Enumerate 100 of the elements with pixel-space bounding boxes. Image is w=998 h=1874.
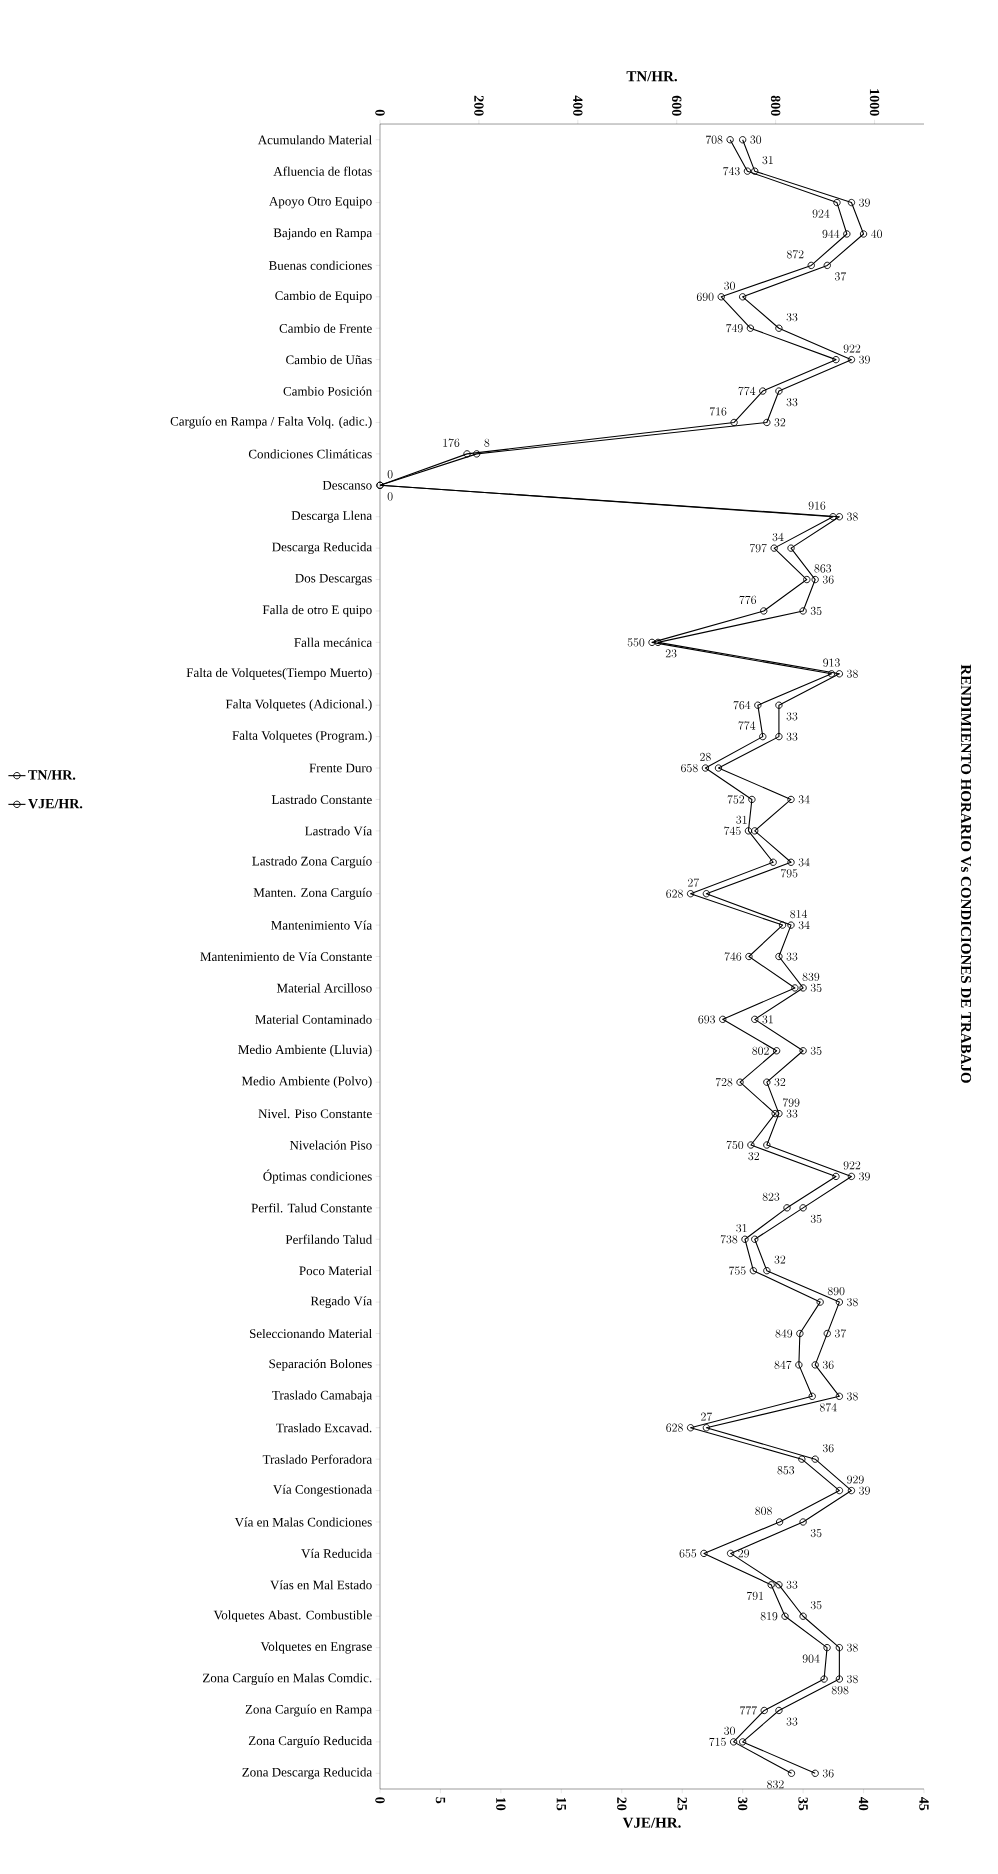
point [787,1769,796,1777]
data-label: 814 [790,909,808,919]
data-label: 795 [781,869,798,878]
point [736,1078,744,1086]
data-label: 655 [679,1549,697,1558]
point [799,1204,807,1212]
y-tick-label: Mantenimiento Vía [271,920,373,930]
y-tick-label: Condiciones Climáticas [248,449,372,459]
y-tick-label: Cambio de Frente [279,323,372,333]
point [823,1643,831,1652]
point [751,1015,759,1023]
data-label: 35 [810,1046,822,1055]
data-label: 38 [847,1674,858,1684]
point [795,1361,803,1369]
y-tick-label: Poco Material [299,1266,372,1276]
y-tick-label: Buenas condiciones [268,260,372,270]
point [763,1267,771,1275]
point [770,544,778,552]
data-label: 839 [802,972,820,981]
y-tick-label: Óptimas condiciones [263,1169,372,1184]
point [799,1047,807,1055]
data-label: 750 [726,1140,744,1150]
data-label: 34 [798,795,810,804]
point [787,921,795,929]
legend-label: TN/HR. [28,770,76,780]
data-label: 708 [705,135,723,144]
point [847,355,856,364]
data-label: 944 [822,229,840,239]
data-label: 33 [786,1109,798,1118]
data-label: 31 [762,155,773,165]
point [775,1706,783,1715]
y-tick-label: Separación Bolones [269,1359,372,1371]
data-label: 746 [724,952,742,961]
x-tick-label: 40 [858,1797,869,1811]
data-label: 32 [774,1078,786,1087]
data-label: 40 [871,229,882,239]
data-label: 797 [749,543,767,553]
data-label: 36 [822,1443,834,1453]
y-tick-label: Nivel. Piso Constante [258,1108,372,1119]
y-tick-label: Vía en Malas Condiciones [234,1517,372,1527]
data-label: 847 [774,1360,792,1370]
data-label: 36 [822,1769,834,1778]
y-tick-label: Vía Congestionada [273,1484,373,1497]
y-tick-label: Cambio de Equipo [275,290,372,303]
point [835,1486,844,1495]
y-tick-label: Falta Volquetes (Adicional.) [225,699,372,712]
data-label: 799 [782,1098,800,1107]
y-tick-label: Zona Carguío Reducida [248,1735,373,1748]
data-label: 35 [810,983,822,993]
data-label: 32 [774,1255,786,1264]
point [767,1581,775,1589]
text: RENDIMIENTO HORARIO Vs CONDICIONES DE TRABAJO [960,664,972,1083]
point [775,1581,783,1589]
data-label: 8 [484,438,490,447]
point [835,1298,844,1306]
data-label: 922 [843,1161,861,1170]
data-label: 924 [812,209,830,218]
data-label: 693 [698,1015,716,1024]
y-tick-label: Zona Carguío en Rampa [245,1704,373,1717]
data-label: 777 [740,1706,757,1715]
data-label: 745 [724,826,741,835]
data-label: 913 [823,658,840,667]
y-tick-label: Acumulando Material [257,135,372,145]
point [739,136,747,144]
data-label: 33 [786,1580,798,1589]
data-label: 628 [666,1423,683,1432]
data-label: 33 [786,1717,798,1726]
data-label: 36 [822,1360,834,1370]
point [739,293,747,301]
x2-tick-label: 600 [672,95,682,116]
point [717,293,725,301]
point [787,544,795,552]
data-label: 808 [755,1506,772,1516]
data-label: 890 [827,1286,845,1296]
y-tick-label: Bajando en Rampa [273,228,373,240]
y-tick-label: Carguío en Rampa / Falta Volq. (adic.) [170,416,372,429]
y-tick-label: Zona Carguío en Malas Comdic. [203,1673,372,1685]
point [803,575,811,584]
data-label: 872 [786,250,804,259]
data-label: 39 [859,355,870,364]
point [807,261,815,270]
point [751,827,759,835]
data-label: 29 [738,1549,750,1558]
point [832,1172,840,1181]
data-label: 30 [724,281,735,290]
data-label: 27 [688,878,699,887]
point [686,890,695,898]
point [799,1612,807,1620]
point [759,732,767,741]
data-label: 38 [847,1297,858,1307]
x-tick-label: 5 [435,1797,446,1804]
data-label: 874 [819,1403,837,1412]
point [760,607,768,615]
data-label: 916 [808,501,826,510]
data-label: 33 [786,732,798,741]
data-label: 743 [723,166,740,176]
y-tick-label: Falta Volquetes (Program.) [232,730,372,743]
data-label: 774 [738,386,756,396]
data-label: 33 [786,712,798,721]
data-label: 728 [715,1077,733,1087]
